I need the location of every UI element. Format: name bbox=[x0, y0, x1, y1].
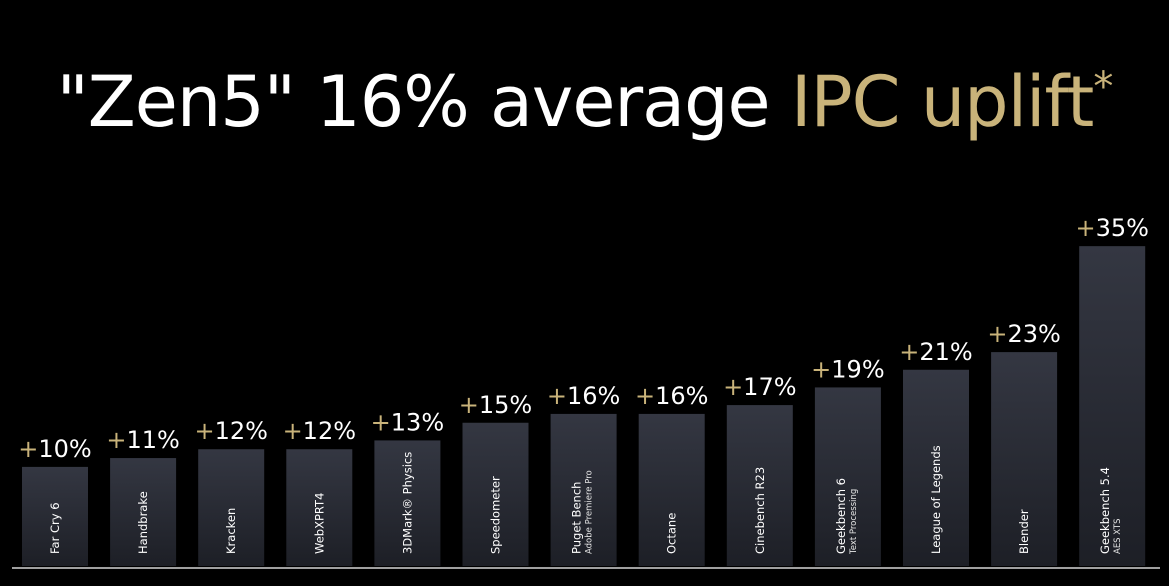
bar-9 bbox=[814, 387, 881, 566]
title-gold-part: IPC uplift bbox=[790, 61, 1095, 143]
bars-group bbox=[22, 246, 1146, 566]
bar-7 bbox=[638, 413, 705, 566]
slide-title: "Zen5" 16% average IPC uplift* bbox=[0, 42, 1169, 147]
bar-11 bbox=[991, 352, 1058, 566]
category-label-6: Puget Bench bbox=[570, 482, 584, 554]
value-label-5: +15% bbox=[459, 391, 532, 419]
bar-3 bbox=[286, 449, 353, 566]
value-labels-group: +10% +11% +12% +12% +13% +15% +16% +16% +17% +19%… bbox=[18, 214, 1149, 463]
category-labels-group: Far Cry 6 Handbrake Kracken WebXPRT4 3DMark®… bbox=[48, 445, 1123, 555]
category-sublabel-12: AES XTS bbox=[1113, 518, 1123, 554]
title-white-part: "Zen5" 16% average bbox=[56, 61, 791, 143]
value-label-7: +16% bbox=[635, 382, 708, 410]
category-label-5: Speedometer bbox=[489, 476, 503, 554]
value-label-1: +11% bbox=[106, 426, 179, 454]
bar-6 bbox=[550, 413, 617, 566]
category-sublabel-9: Text Processing bbox=[849, 489, 859, 555]
category-label-12: Geekbench 5.4 bbox=[1098, 467, 1112, 554]
category-label-3: WebXPRT4 bbox=[312, 493, 326, 554]
bar-5 bbox=[462, 422, 529, 566]
value-label-8: +17% bbox=[723, 373, 796, 401]
bar-1 bbox=[110, 458, 177, 566]
bar-2 bbox=[198, 449, 265, 566]
category-label-7: Octane bbox=[665, 513, 679, 554]
value-label-11: +23% bbox=[987, 320, 1060, 348]
value-label-2: +12% bbox=[194, 417, 267, 445]
value-label-9: +19% bbox=[811, 355, 884, 383]
bar-8 bbox=[726, 405, 793, 566]
value-label-10: +21% bbox=[899, 338, 972, 366]
category-sublabel-6: Adobe Premiere Pro bbox=[585, 470, 595, 554]
bar-4 bbox=[374, 440, 441, 566]
bar-12 bbox=[1079, 246, 1146, 566]
category-label-9: Geekbench 6 bbox=[834, 478, 848, 554]
category-label-10: League of Legends bbox=[929, 445, 943, 554]
category-label-0: Far Cry 6 bbox=[48, 502, 62, 554]
value-label-0: +10% bbox=[18, 435, 91, 463]
category-label-4: 3DMark® Physics bbox=[400, 452, 414, 554]
bar-0 bbox=[22, 466, 88, 566]
category-label-2: Kracken bbox=[224, 508, 238, 554]
category-label-1: Handbrake bbox=[136, 491, 150, 554]
bar-10 bbox=[903, 369, 969, 566]
value-label-3: +12% bbox=[283, 417, 356, 445]
category-label-8: Cinebench R23 bbox=[753, 467, 767, 554]
value-label-6: +16% bbox=[547, 382, 620, 410]
value-label-4: +13% bbox=[371, 408, 444, 436]
value-label-12: +35% bbox=[1075, 214, 1148, 242]
title-asterisk: * bbox=[1093, 64, 1113, 110]
category-label-11: Blender bbox=[1017, 509, 1031, 554]
